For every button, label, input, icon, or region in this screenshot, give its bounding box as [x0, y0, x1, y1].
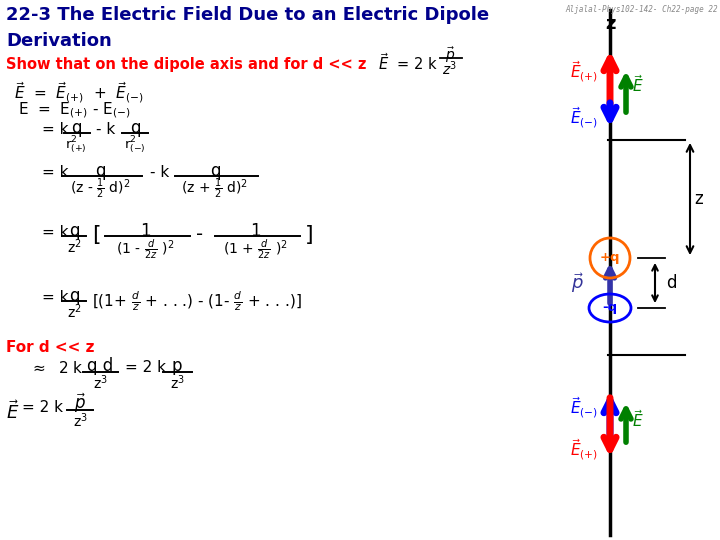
Text: z: z	[605, 15, 616, 33]
Text: Derivation: Derivation	[6, 32, 112, 50]
Text: $z^3$: $z^3$	[442, 59, 458, 78]
Text: 1: 1	[140, 222, 150, 240]
Text: ]: ]	[305, 225, 314, 245]
Text: (z + $\frac{1}{2}$ d)$^2$: (z + $\frac{1}{2}$ d)$^2$	[181, 177, 248, 201]
Text: [: [	[92, 225, 101, 245]
Text: - k: - k	[96, 122, 115, 137]
Text: $\vec{E}_{(-)}$: $\vec{E}_{(-)}$	[570, 396, 598, 420]
Text: (1 + $\frac{d}{2 z}$ )$^2$: (1 + $\frac{d}{2 z}$ )$^2$	[222, 237, 287, 261]
Text: q: q	[95, 162, 105, 180]
Text: $\vec{E}$: $\vec{E}$	[632, 75, 644, 96]
Text: $\vec{E}$: $\vec{E}$	[6, 400, 19, 423]
Text: r$^2_{(-)}$: r$^2_{(-)}$	[124, 134, 146, 156]
Text: z$^3$: z$^3$	[170, 373, 184, 392]
Text: -: -	[196, 225, 203, 244]
Text: +q: +q	[600, 252, 620, 265]
Text: z: z	[694, 190, 703, 208]
Text: z$^2$: z$^2$	[67, 302, 81, 321]
Text: p: p	[172, 357, 182, 375]
Text: - k: - k	[150, 165, 169, 180]
Text: Aljalal-Phys102-142- Ch22-page 22: Aljalal-Phys102-142- Ch22-page 22	[565, 5, 718, 14]
Text: = 2 k: = 2 k	[125, 360, 166, 375]
Text: d: d	[666, 274, 677, 292]
Text: q: q	[68, 222, 79, 240]
Text: $\vec{E}_{(-)}$: $\vec{E}_{(-)}$	[570, 106, 598, 130]
Text: z$^3$: z$^3$	[73, 411, 87, 430]
Text: $\vec{p}$: $\vec{p}$	[571, 271, 584, 295]
Text: = k: = k	[42, 225, 68, 240]
Text: $\vec{p}$: $\vec{p}$	[74, 392, 86, 415]
Text: q: q	[71, 119, 81, 137]
Text: = 2 k: = 2 k	[22, 400, 63, 415]
Text: $\vec{p}$: $\vec{p}$	[445, 45, 455, 65]
Text: z$^3$: z$^3$	[93, 373, 107, 392]
Text: For d << z: For d << z	[6, 340, 94, 355]
Text: $\vec{E}$  =  $\vec{E}_{(+)}$  +  $\vec{E}_{(-)}$: $\vec{E}$ = $\vec{E}_{(+)}$ + $\vec{E}_{…	[14, 80, 144, 105]
Text: $\vec{E}$: $\vec{E}$	[632, 409, 644, 430]
Text: q: q	[130, 119, 140, 137]
Text: q d: q d	[87, 357, 113, 375]
Text: q: q	[210, 162, 220, 180]
Text: (1 - $\frac{d}{2 z}$ )$^2$: (1 - $\frac{d}{2 z}$ )$^2$	[116, 237, 174, 261]
Text: = k: = k	[42, 165, 68, 180]
Text: $\vec{E}$  = 2 k: $\vec{E}$ = 2 k	[378, 52, 438, 73]
Text: $\vec{E}_{(+)}$: $\vec{E}_{(+)}$	[570, 60, 598, 84]
Text: r$^2_{(+)}$: r$^2_{(+)}$	[65, 134, 87, 156]
Text: (z - $\frac{1}{2}$ d)$^2$: (z - $\frac{1}{2}$ d)$^2$	[70, 177, 130, 201]
Text: 22-3 The Electric Field Due to an Electric Dipole: 22-3 The Electric Field Due to an Electr…	[6, 6, 489, 24]
Text: 1: 1	[250, 222, 261, 240]
Text: = k: = k	[42, 290, 68, 305]
Text: -q: -q	[603, 301, 618, 314]
Text: $\approx$  2 k: $\approx$ 2 k	[30, 360, 84, 376]
Text: = k: = k	[42, 122, 68, 137]
Text: z$^2$: z$^2$	[67, 237, 81, 255]
Text: Show that on the dipole axis and for d << z: Show that on the dipole axis and for d <…	[6, 57, 366, 72]
Text: [(1+ $\frac{d}{z}$ + . . .) - (1- $\frac{d}{z}$ + . . .)]: [(1+ $\frac{d}{z}$ + . . .) - (1- $\frac…	[92, 290, 302, 314]
Text: $\vec{E}_{(+)}$: $\vec{E}_{(+)}$	[570, 438, 598, 462]
Text: q: q	[68, 287, 79, 305]
Text: E  =  E$_{(+)}$ - E$_{(-)}$: E = E$_{(+)}$ - E$_{(-)}$	[18, 100, 130, 119]
